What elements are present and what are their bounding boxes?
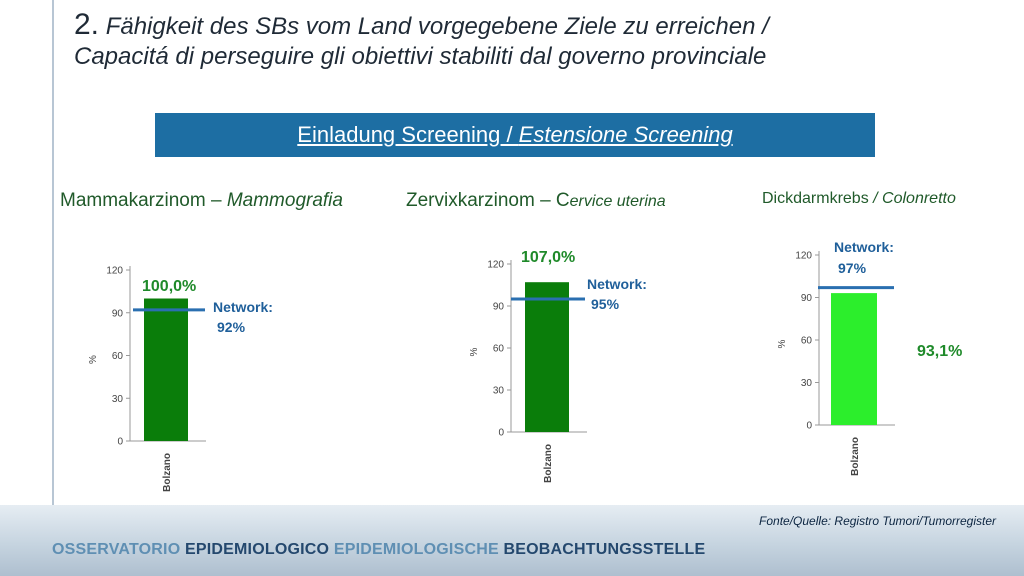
network-label: Network: (834, 239, 894, 255)
category-label: Bolzano (543, 444, 554, 483)
title-german: Fähigkeit des SBs vom Land vorgegebene Z… (105, 13, 769, 40)
network-value-label: 95% (591, 296, 620, 312)
chart-heading-de: Mammakarzinom – (60, 190, 227, 211)
y-tick-label: 60 (112, 351, 124, 362)
network-label: Network: (587, 276, 647, 292)
chart-heading-it: / Colonretto (873, 190, 956, 207)
y-tick-label: 120 (106, 266, 123, 277)
banner-german: Einladung Screening / (297, 122, 519, 147)
org-word-3: EPIDEMIOLOGISCHE (333, 541, 499, 558)
chart-heading-de: Dickdarmkrebs (762, 190, 874, 207)
chart-heading-it: Mammografia (226, 190, 343, 211)
chart-heading-it: ervice uterina (569, 193, 666, 210)
y-axis-label: % (469, 347, 480, 356)
y-tick-label: 0 (806, 421, 812, 432)
y-tick-label: 120 (487, 260, 504, 271)
y-tick-label: 120 (795, 251, 812, 262)
chart-heading-cervix: Zervixkarzinom – Cervice uterina (406, 190, 666, 212)
y-tick-label: 90 (112, 308, 124, 319)
y-tick-label: 60 (801, 336, 813, 347)
left-rule (52, 0, 54, 512)
bar (831, 293, 877, 425)
y-tick-label: 90 (493, 302, 505, 313)
category-label: Bolzano (162, 453, 173, 492)
y-tick-label: 30 (112, 394, 124, 405)
category-label: Bolzano (850, 437, 861, 476)
network-value-label: 97% (838, 260, 867, 276)
bar-value-label: 107,0% (521, 249, 575, 266)
chart-heading-mammography: Mammakarzinom – Mammografia (60, 190, 343, 212)
y-tick-label: 30 (801, 378, 813, 389)
org-word-1: OSSERVATORIO (52, 541, 181, 558)
banner-italian: Estensione Screening (518, 122, 733, 147)
network-label: Network: (213, 299, 273, 315)
y-tick-label: 60 (493, 344, 505, 355)
y-tick-label: 30 (493, 386, 505, 397)
org-word-2: EPIDEMIOLOGICO (185, 541, 330, 558)
title-italian: Capacitá di perseguire gli obiettivi sta… (74, 43, 767, 70)
y-axis-label: % (777, 339, 788, 348)
organization-name: OSSERVATORIO EPIDEMIOLOGICO EPIDEMIOLOGI… (52, 541, 705, 559)
bar-value-label: 93,1% (917, 343, 962, 360)
org-word-4: BEOBACHTUNGSSTELLE (503, 541, 706, 558)
section-banner: Einladung Screening / Estensione Screeni… (155, 113, 875, 157)
title-number: 2. (74, 8, 100, 41)
network-value-label: 92% (217, 319, 246, 335)
bar (525, 282, 569, 432)
bar (144, 298, 188, 441)
y-tick-label: 0 (498, 428, 504, 439)
source-note: Fonte/Quelle: Registro Tumori/Tumorregis… (759, 514, 996, 528)
bar-value-label: 100,0% (142, 278, 196, 295)
y-tick-label: 0 (117, 437, 123, 448)
y-tick-label: 90 (801, 293, 813, 304)
chart-heading-colon: Dickdarmkrebs / Colonretto (762, 190, 956, 208)
chart-heading-de: Zervixkarzinom – C (406, 190, 570, 211)
footer-band (0, 505, 1024, 576)
y-axis-label: % (88, 355, 99, 364)
slide-title: 2. Fähigkeit des SBs vom Land vorgegeben… (74, 10, 1004, 72)
